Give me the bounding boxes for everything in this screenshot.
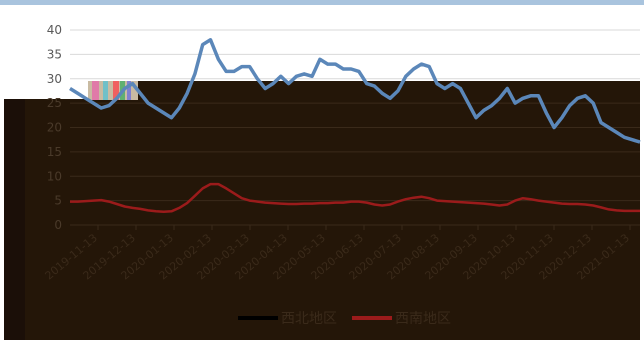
- series-lines: [69, 38, 641, 214]
- y-tick-label: 35: [47, 47, 62, 61]
- glitch-block-e: [127, 81, 131, 100]
- legend-label: 西南地区: [395, 311, 451, 327]
- y-tick-label: 10: [47, 169, 62, 183]
- glitch-block-a: [92, 81, 99, 100]
- y-tick-label: 15: [47, 145, 62, 159]
- y-tick-label: 30: [47, 72, 62, 86]
- series-line-2: [70, 182, 640, 214]
- dark-overlay-strip: [88, 81, 640, 100]
- legend: 西北地区 西南地区: [238, 311, 451, 327]
- glitch-block-b: [103, 81, 108, 100]
- y-tick-label: 40: [47, 23, 62, 37]
- dark-overlay-inner: [25, 99, 640, 340]
- y-tick-label: 25: [47, 96, 62, 110]
- y-tick-label: 5: [54, 194, 62, 208]
- glitch-block-c: [113, 81, 119, 100]
- top-border: [0, 0, 644, 5]
- series-line-1: [69, 38, 641, 144]
- y-tick-label: 20: [47, 121, 62, 135]
- y-tick-label: 0: [54, 218, 62, 232]
- y-axis: 0 5 10 15 20 25 30 35 40: [47, 23, 62, 232]
- legend-label: 西北地区: [281, 311, 337, 327]
